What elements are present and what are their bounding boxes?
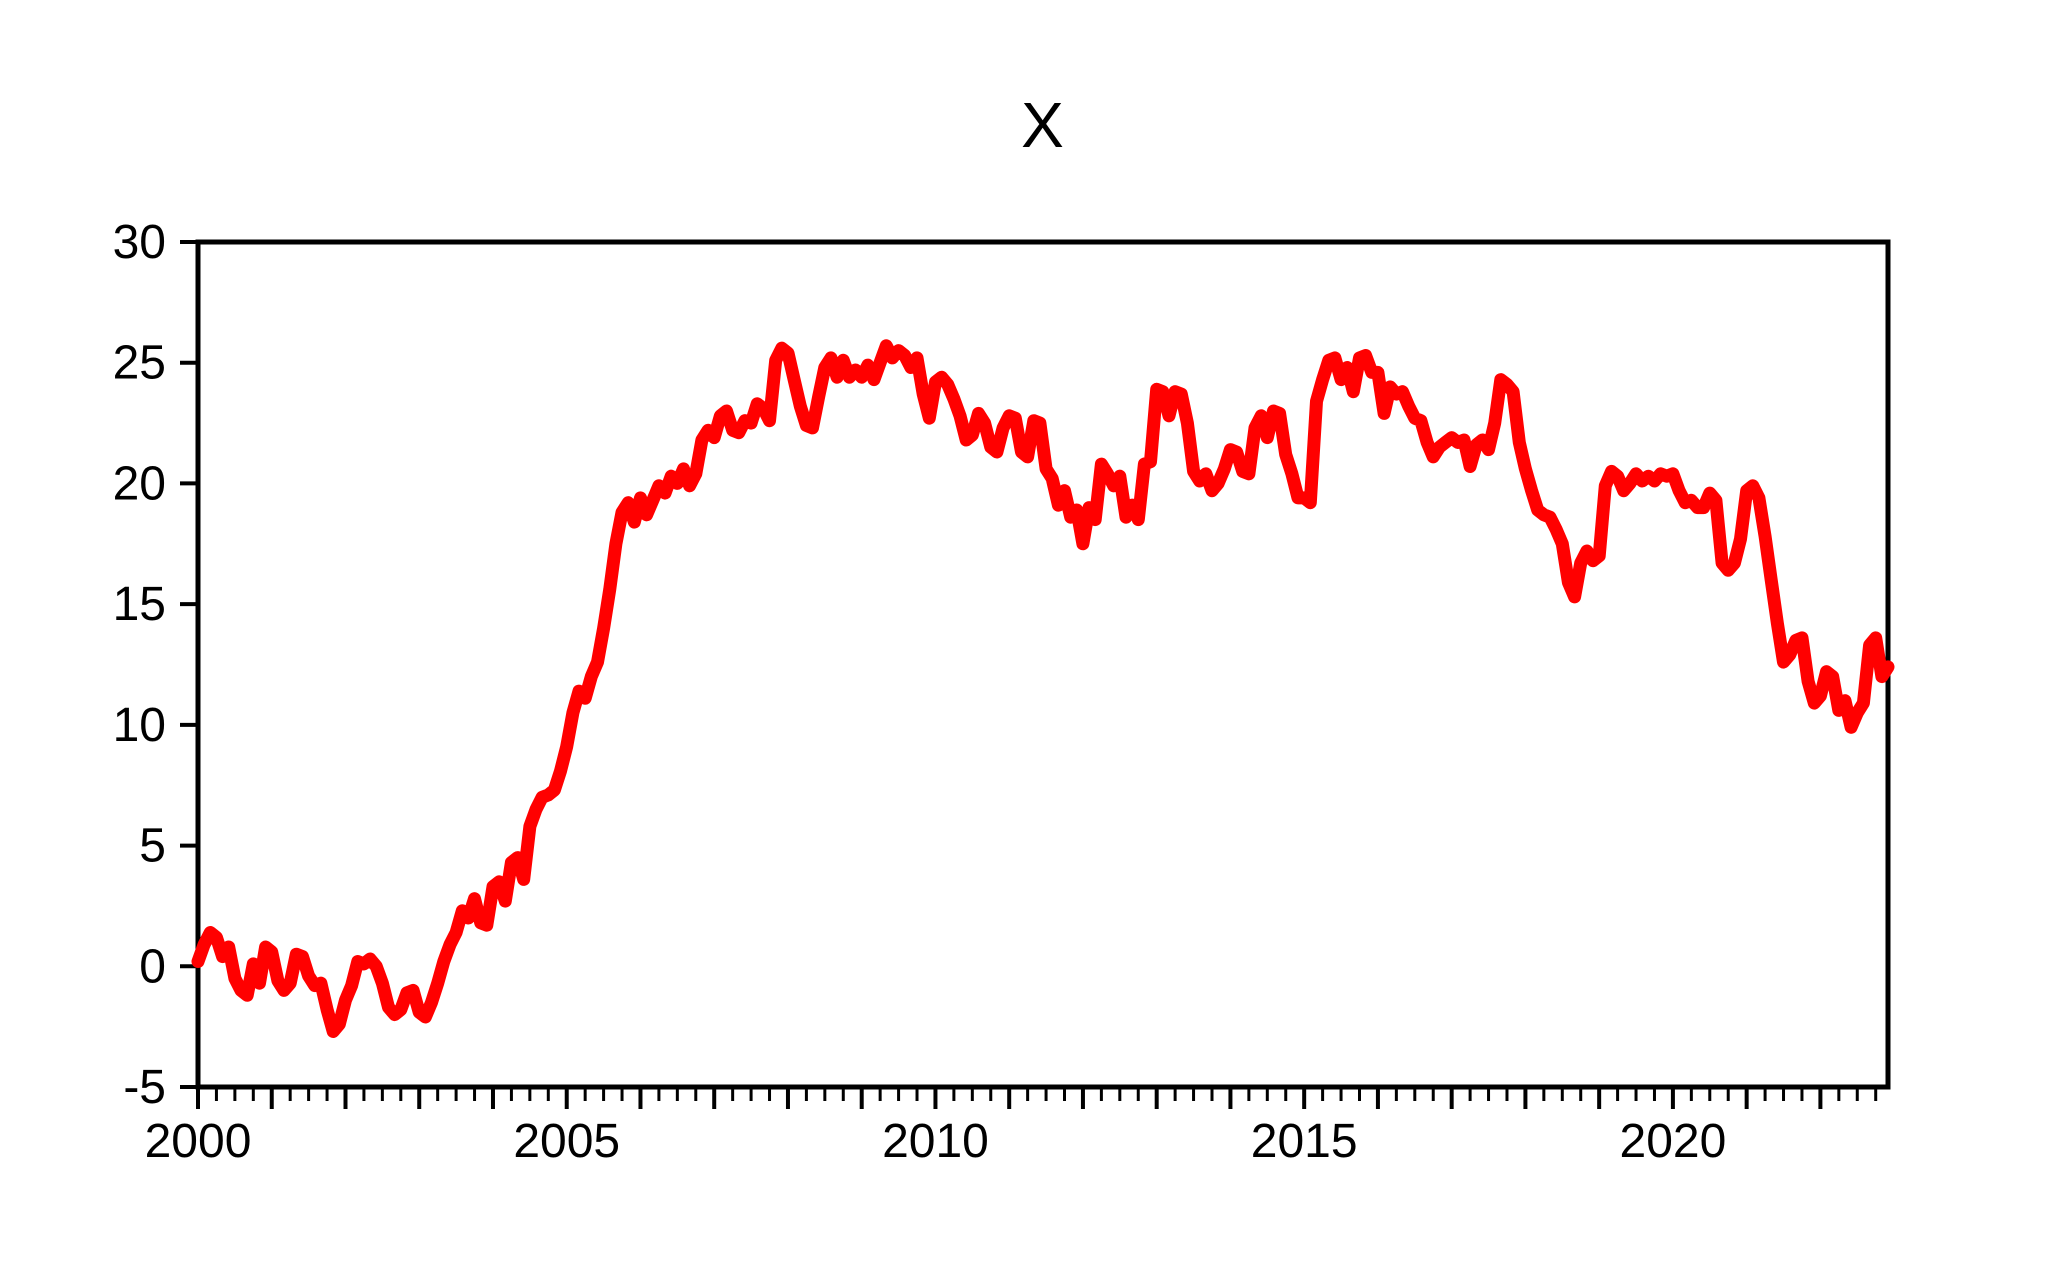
y-axis-tick-label: -5 [123,1061,166,1114]
x-axis-tick-label: 2020 [1620,1115,1727,1168]
y-axis-tick-label: 30 [113,216,166,269]
y-axis-tick-label: 0 [139,940,166,993]
x-axis-tick-label: 2000 [145,1115,252,1168]
plot-frame [195,239,1891,1090]
x-axis-tick-label: 2015 [1251,1115,1358,1168]
y-axis-tick-label: 5 [139,820,166,873]
y-axis-tick-label: 25 [113,337,166,390]
x-axis-tick-label: 2005 [513,1115,620,1168]
series-line-x [191,339,1895,1038]
chart-title: X [1021,89,1065,161]
y-axis-tick-label: 15 [113,578,166,631]
y-axis-tick-label: 10 [113,699,166,752]
x-axis-tick-label: 2010 [882,1115,989,1168]
y-axis-tick-label: 20 [113,457,166,510]
